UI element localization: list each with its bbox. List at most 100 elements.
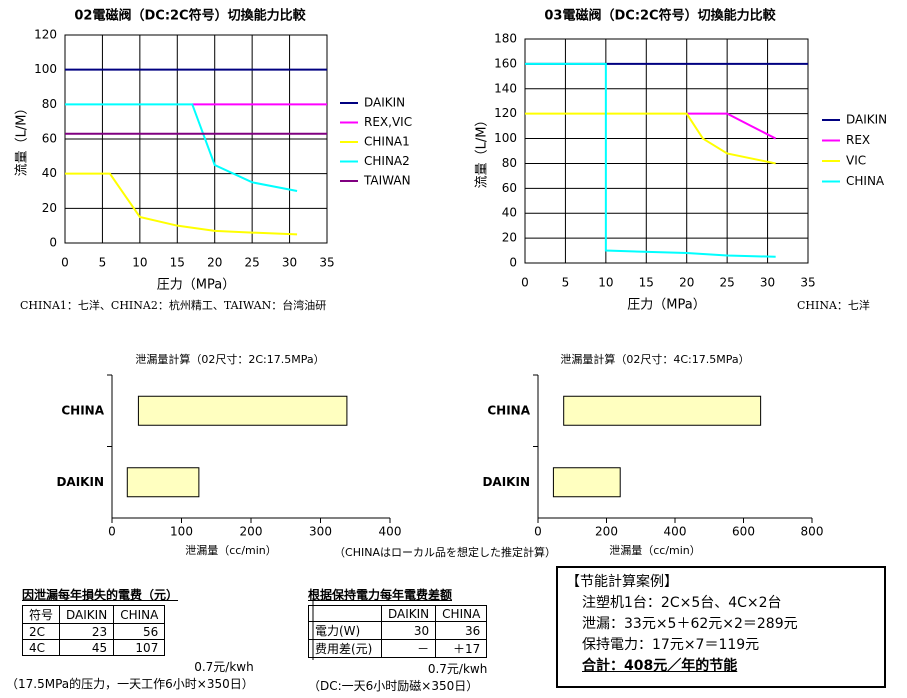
case-box: 【节能計算案例】 注塑机1台：2C×5台、4C×2台 泄漏：33元×5＋62元×… <box>556 566 886 688</box>
y-tick-label: 40 <box>502 206 517 220</box>
x-tick-label: 400 <box>664 525 687 539</box>
y-tick-label: 40 <box>42 166 57 180</box>
x-tick-label: 25 <box>245 256 260 270</box>
x-tick-label: 200 <box>595 525 618 539</box>
chart-title: 03電磁阀（DC:2C符号）切換能力比較 <box>544 8 776 24</box>
series-line <box>525 62 776 258</box>
bar <box>552 467 621 498</box>
case-title: 【节能計算案例】 <box>566 574 678 590</box>
y-tick-label: 60 <box>502 181 517 195</box>
x-tick-label: 30 <box>760 276 775 290</box>
th: 符号 <box>21 605 61 624</box>
legend-label: CHINA2 <box>364 154 410 168</box>
y-tick-label: DAIKIN <box>482 475 530 489</box>
y-tick-label: 120 <box>494 106 517 120</box>
case-line: 泄漏：33元×5＋62元×2＝289元 <box>582 616 798 632</box>
y-tick-label: 0 <box>49 236 57 250</box>
x-tick-label: 10 <box>132 256 147 270</box>
case-line: 保持電力：17元×7＝119元 <box>582 637 760 653</box>
x-axis-label: 泄漏量（cc/min） <box>609 544 701 557</box>
y-tick-label: 120 <box>34 28 57 42</box>
plot-frame <box>524 38 809 264</box>
cell: ＋17 <box>435 639 488 658</box>
table-title: 根据保持電力每年電费差额 <box>308 588 453 602</box>
series-line <box>65 103 298 192</box>
y-tick-label: 80 <box>42 97 57 111</box>
cell: 107 <box>113 639 166 656</box>
legend-label: TAIWAN <box>363 174 411 188</box>
x-axis-label: 圧力（MPa） <box>157 278 235 293</box>
x-tick-label: 600 <box>732 525 755 539</box>
x-tick-label: 5 <box>562 276 570 290</box>
chart-note: CHINA1：七洋、CHINA2：杭州精工、TAIWAN：台湾油研 <box>20 298 326 312</box>
y-tick-label: 20 <box>502 231 517 245</box>
y-tick-label: 60 <box>42 132 57 146</box>
th: CHINA <box>435 605 488 622</box>
y-tick-label: 80 <box>502 156 517 170</box>
cell: 4C <box>21 639 61 656</box>
cell: 電力(W) <box>308 621 382 640</box>
y-tick-label: 160 <box>494 56 517 70</box>
x-tick-label: 35 <box>319 256 334 270</box>
x-tick-label: 200 <box>240 525 263 539</box>
bar <box>563 395 762 426</box>
x-tick-label: 35 <box>800 276 815 290</box>
table-note: （17.5MPa的压力，一天工作6小时×350日） <box>6 677 254 691</box>
y-tick-label: 140 <box>494 81 517 95</box>
rate: 0.7元/kwh <box>194 660 254 674</box>
y-tick-label: 100 <box>34 62 57 76</box>
chart-title: 泄漏量計算（02尺寸：2C:17.5MPa） <box>135 352 324 366</box>
x-tick-label: 0 <box>61 256 69 270</box>
case-line: 注塑机1台：2C×5台、4C×2台 <box>582 595 782 611</box>
cell: 23 <box>59 623 115 640</box>
series-line <box>525 112 776 165</box>
rate: 0.7元/kwh <box>427 662 488 676</box>
x-axis-label: 圧力（MPa） <box>627 298 705 313</box>
x-tick-label: 15 <box>639 276 654 290</box>
bar <box>126 467 200 498</box>
x-tick-label: 0 <box>108 525 116 539</box>
cell: 56 <box>113 623 166 640</box>
case-total: 合計：408元／年的节能 <box>582 658 738 674</box>
x-tick-label: 100 <box>170 525 193 539</box>
series-line <box>65 172 298 236</box>
chart-title: 02電磁阀（DC:2C符号）切換能力比較 <box>74 8 306 24</box>
table: 符号 DAIKIN CHINA 2C 23 56 4C 45 107 <box>21 605 166 656</box>
y-tick-label: 100 <box>494 131 517 145</box>
legend-label: CHINA <box>846 174 885 188</box>
center-note: （CHINAはローカル品を想定した推定計算） <box>334 545 556 559</box>
x-tick-label: 20 <box>207 256 222 270</box>
series-line <box>686 112 777 140</box>
cell: － <box>380 639 437 658</box>
th: DAIKIN <box>59 605 115 624</box>
legend-label: REX,VIC <box>364 115 412 129</box>
y-axis-label: 流量（L/M） <box>475 114 490 189</box>
y-tick-label: CHINA <box>61 403 104 417</box>
x-tick-label: 0 <box>521 276 529 290</box>
cell: 36 <box>435 621 488 640</box>
y-tick-label: CHINA <box>487 403 530 417</box>
legend-label: DAIKIN <box>846 113 887 127</box>
cell: 30 <box>380 621 437 640</box>
x-tick-label: 25 <box>720 276 735 290</box>
y-axis-label: 流量（L/M） <box>15 102 30 177</box>
th: CHINA <box>113 605 166 624</box>
legend-label: DAIKIN <box>364 96 405 110</box>
th <box>308 605 382 622</box>
bar <box>137 395 348 426</box>
y-tick-label: 20 <box>42 201 57 215</box>
cell: 45 <box>59 639 115 656</box>
x-tick-label: 20 <box>679 276 694 290</box>
x-tick-label: 0 <box>534 525 542 539</box>
legend-label: VIC <box>846 154 866 168</box>
table1: 因泄漏每年損失的電费（元） 符号 DAIKIN CHINA 2C 23 56 4C 45 1… <box>6 586 254 692</box>
chart-title: 泄漏量計算（02尺寸：4C:17.5MPa） <box>560 352 749 366</box>
th: DAIKIN <box>380 605 437 622</box>
x-tick-label: 300 <box>309 525 332 539</box>
y-tick-label: 180 <box>494 32 517 46</box>
x-tick-label: 5 <box>99 256 107 270</box>
x-tick-label: 400 <box>379 525 402 539</box>
chart-note: CHINA：七洋 <box>797 298 870 312</box>
